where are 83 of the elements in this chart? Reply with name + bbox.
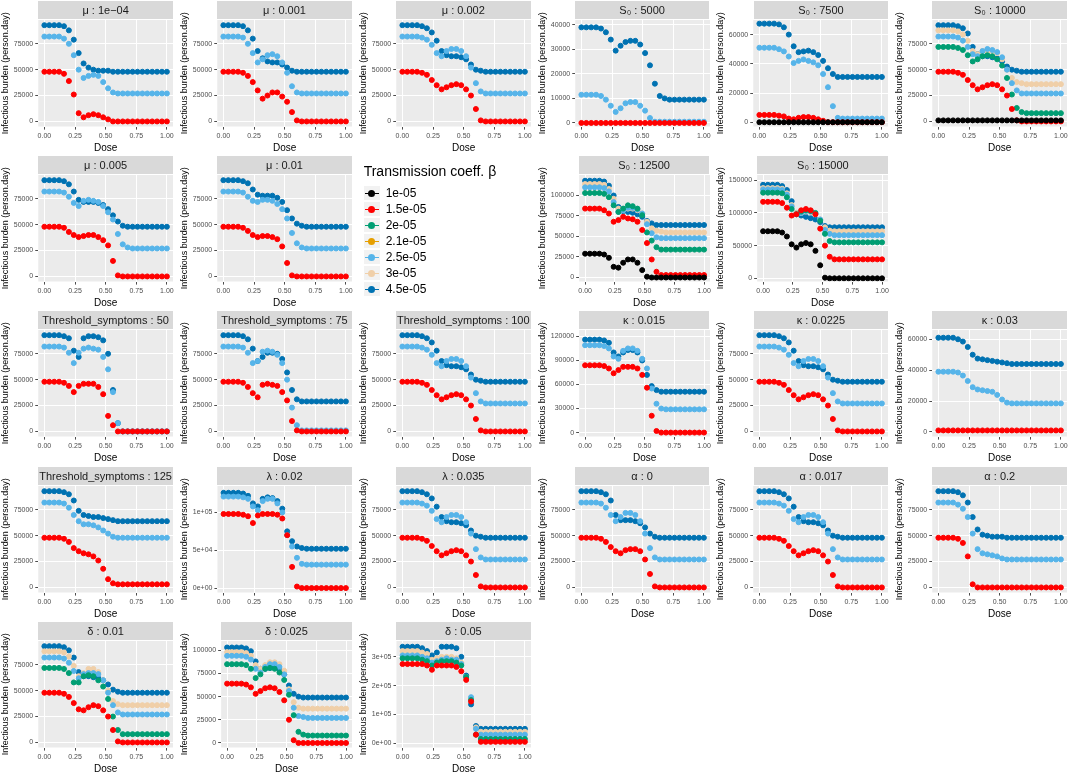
legend-label: 2.5e-05 (385, 250, 427, 265)
y-axis-title: Infectious burden (person.day) (0, 633, 10, 756)
x-axis-title: Dose (93, 296, 118, 308)
chart-title: S₀ : 10000 (932, 1, 1068, 19)
x-axis-title: Dose (272, 452, 297, 464)
x-axis-title: Dose (809, 452, 834, 464)
y-axis-title: Infectious burden (person.day) (894, 477, 905, 600)
y-axis-title: Infectious burden (person.day) (536, 12, 547, 135)
chart-title: Threshold_symptoms : 100 (395, 311, 531, 330)
y-axis-title: Infectious burden (person.day) (894, 12, 905, 135)
y-axis-title: Infectious burden (person.day) (715, 167, 726, 290)
chart-title: S₀ : 5000 (574, 1, 710, 19)
y-axis-title: Infectious burden (person.day) (357, 633, 368, 756)
legend-label: 2.1e-05 (385, 234, 427, 249)
chart-title: μ : 0.001 (217, 1, 352, 19)
y-axis-title: Infectious burden (person.day) (0, 12, 10, 135)
y-axis-title: Infectious burden (person.day) (715, 477, 726, 600)
y-axis-title: Infectious burden (person.day) (0, 322, 10, 445)
y-axis-title: Infectious burden (person.day) (178, 633, 189, 756)
chart-title: μ : 0.005 (38, 156, 173, 175)
x-axis-title: Dose (630, 607, 655, 619)
chart-title: μ : 0.01 (217, 156, 352, 175)
chart-title: S₀ : 15000 (757, 156, 889, 175)
x-axis-title: Dose (988, 452, 1012, 464)
chart-title: λ : 0.035 (395, 466, 531, 485)
y-axis-title: Infectious burden (person.day) (178, 167, 189, 290)
x-axis-title: Dose (809, 141, 834, 153)
y-axis-title: Infectious burden (person.day) (536, 322, 547, 445)
x-axis-title: Dose (451, 141, 476, 153)
y-axis-title: Infectious burden (person.day) (715, 322, 726, 445)
x-axis-title: Dose (93, 141, 118, 153)
chart-title: S₀ : 7500 (753, 1, 889, 19)
chart-title: S₀ : 12500 (578, 156, 710, 175)
x-axis-title: Dose (451, 762, 476, 774)
x-axis-title: Dose (451, 607, 476, 619)
chart-title: δ : 0.025 (220, 621, 352, 640)
x-axis-title: Dose (272, 141, 297, 153)
chart-title: κ : 0.03 (932, 311, 1068, 330)
x-axis-title: Dose (988, 141, 1012, 153)
chart-title: μ : 1e−04 (38, 1, 173, 19)
x-axis-title: Dose (272, 607, 297, 619)
y-axis-title: Infectious burden (person.day) (357, 477, 368, 600)
x-axis-title: Dose (811, 296, 836, 308)
y-axis-title: Infectious burden (person.day) (357, 322, 368, 445)
x-axis-title: Dose (632, 296, 657, 308)
legend-label: 4.5e-05 (385, 282, 427, 297)
chart-title: μ : 0.002 (395, 1, 531, 19)
chart-title: κ : 0.015 (578, 311, 710, 330)
chart-title: δ : 0.01 (38, 621, 173, 640)
x-axis-title: Dose (272, 296, 297, 308)
y-axis-title: Infectious burden (person.day) (536, 477, 547, 600)
chart-title: α : 0.017 (753, 466, 889, 485)
chart-title: λ : 0.02 (217, 466, 352, 485)
legend-label: 1e-05 (385, 186, 417, 201)
y-axis-title: Infectious burden (person.day) (536, 167, 547, 290)
y-axis-title: Infectious burden (person.day) (715, 12, 726, 135)
chart-title: κ : 0.0225 (753, 311, 889, 330)
y-axis-title: Infectious burden (person.day) (178, 477, 189, 600)
x-axis-title: Dose (274, 762, 299, 774)
legend-label: 3e-05 (385, 266, 417, 281)
x-axis-title: Dose (93, 762, 118, 774)
x-axis-title: Dose (451, 452, 476, 464)
legend-title: Transmission coeff. β (363, 163, 497, 180)
y-axis-title: Infectious burden (person.day) (178, 12, 189, 135)
legend-label: 1.5e-05 (385, 202, 427, 217)
y-axis-title: Infectious burden (person.day) (0, 477, 10, 600)
y-axis-title: Infectious burden (person.day) (894, 322, 905, 445)
x-axis-title: Dose (809, 607, 834, 619)
y-axis-title: Infectious burden (person.day) (0, 167, 10, 290)
chart-title: Threshold_symptoms : 125 (38, 466, 173, 485)
chart-title: α : 0.2 (932, 466, 1068, 485)
x-axis-title: Dose (93, 452, 118, 464)
x-axis-title: Dose (988, 607, 1012, 619)
chart-title: α : 0 (574, 466, 710, 485)
y-axis-title: Infectious burden (person.day) (178, 322, 189, 445)
chart-title: δ : 0.05 (396, 621, 531, 640)
y-axis-title: Infectious burden (person.day) (357, 12, 368, 135)
x-axis-title: Dose (93, 607, 118, 619)
x-axis-title: Dose (630, 141, 655, 153)
legend-label: 2e-05 (385, 218, 417, 233)
chart-title: Threshold_symptoms : 50 (38, 311, 173, 330)
chart-title: Threshold_symptoms : 75 (217, 311, 352, 330)
x-axis-title: Dose (632, 452, 657, 464)
